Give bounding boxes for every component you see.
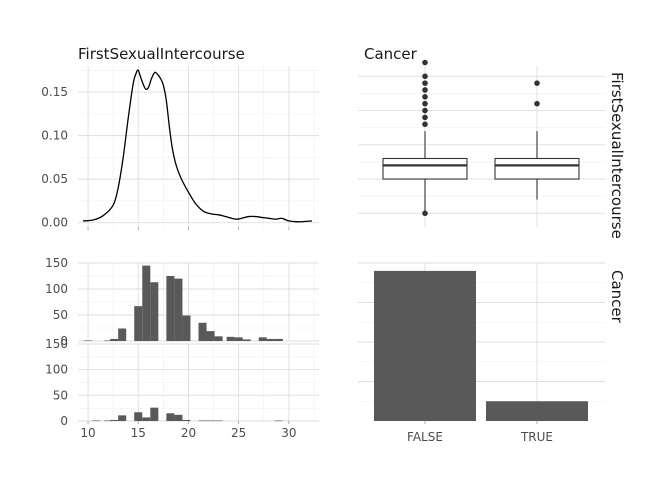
- y-tick-label: 0: [60, 334, 68, 348]
- histogram-bar: [234, 337, 243, 341]
- bar-false: [374, 270, 476, 421]
- y-tick-label: 0.15: [41, 85, 68, 99]
- histogram-bar: [182, 419, 191, 421]
- strip-label-cancer: Cancer: [608, 270, 626, 324]
- x-tick-label: 15: [131, 426, 146, 440]
- outlier-point: [422, 114, 428, 121]
- histogram-bar: [274, 338, 283, 341]
- outlier-point: [422, 87, 428, 93]
- histogram-bar: [198, 322, 207, 341]
- histogram-bar: [266, 338, 275, 341]
- histogram-bar: [226, 336, 235, 341]
- outlier-point: [422, 80, 428, 86]
- histogram-bar: [274, 420, 283, 422]
- histogram-bar: [258, 337, 267, 341]
- histogram-bar: [198, 420, 207, 422]
- strip-label-first-sexual-intercourse: FirstSexualIntercourse: [608, 72, 626, 239]
- cancer-bar-panel: FALSE TRUE: [358, 262, 605, 444]
- x-tick-label-false: FALSE: [407, 430, 443, 444]
- histogram-bar: [150, 407, 159, 421]
- y-tick-label: 0: [60, 414, 68, 428]
- panel-title-cancer: Cancer: [364, 45, 418, 63]
- box-true: [494, 157, 580, 180]
- histogram-bar: [92, 420, 101, 422]
- outlier-point: [534, 80, 540, 86]
- histogram-bar: [104, 420, 113, 422]
- outlier-point: [534, 100, 540, 107]
- outlier-point: [422, 73, 428, 80]
- x-tick-label-true: TRUE: [520, 430, 553, 444]
- histogram-true-panel: 0 50 100 150 10 15 20 25 30: [45, 337, 319, 440]
- low-point: [422, 210, 428, 217]
- y-tick-label: 150: [45, 337, 68, 351]
- density-panel: 0.00 0.05 0.10 0.15: [41, 66, 319, 230]
- histogram-bar: [134, 412, 143, 421]
- x-tick-label: 10: [80, 426, 95, 440]
- histogram-bar: [150, 282, 159, 341]
- y-tick-label: 150: [45, 256, 68, 270]
- histogram-bar: [118, 415, 127, 421]
- histogram-false-panel: 0 50 100 150: [45, 256, 319, 348]
- histogram-bar: [166, 276, 175, 341]
- y-tick-label: 0.10: [41, 129, 68, 143]
- outlier-point: [422, 59, 428, 66]
- histogram-bar: [110, 419, 119, 421]
- x-tick-label: 25: [231, 426, 246, 440]
- outlier-point: [422, 107, 428, 114]
- y-tick-label: 50: [53, 388, 68, 402]
- histogram-bar: [214, 420, 223, 422]
- histogram-bar: [142, 417, 151, 421]
- histogram-bar: [206, 331, 215, 341]
- box-false: [382, 157, 468, 180]
- histogram-bar: [174, 278, 183, 341]
- histogram-bar: [206, 420, 215, 422]
- histogram-bar: [182, 315, 191, 341]
- histogram-bar: [142, 265, 151, 341]
- x-tick-label: 30: [281, 426, 296, 440]
- outlier-point: [422, 121, 428, 128]
- y-tick-label: 50: [53, 308, 68, 322]
- outlier-point: [422, 94, 428, 100]
- panel-title-first-sexual-intercourse: FirstSexualIntercourse: [78, 45, 245, 63]
- y-tick-label: 0.05: [41, 172, 68, 186]
- histogram-bar: [134, 306, 143, 341]
- histogram-bar: [166, 413, 175, 421]
- bar-true: [486, 401, 588, 421]
- density-curve: [82, 69, 313, 223]
- histogram-bar: [118, 328, 127, 341]
- y-tick-label: 100: [45, 282, 68, 296]
- histogram-bar: [104, 340, 113, 342]
- x-tick-label: 20: [181, 426, 196, 440]
- histogram-bar: [214, 336, 223, 341]
- histogram-bar: [84, 340, 93, 342]
- outlier-point: [422, 100, 428, 107]
- histogram-bar: [174, 414, 183, 421]
- histogram-bar: [110, 338, 119, 341]
- boxplot-panel: [358, 59, 605, 227]
- y-tick-label: 100: [45, 363, 68, 377]
- histogram-bar: [242, 339, 251, 341]
- y-tick-label: 0.00: [41, 216, 68, 230]
